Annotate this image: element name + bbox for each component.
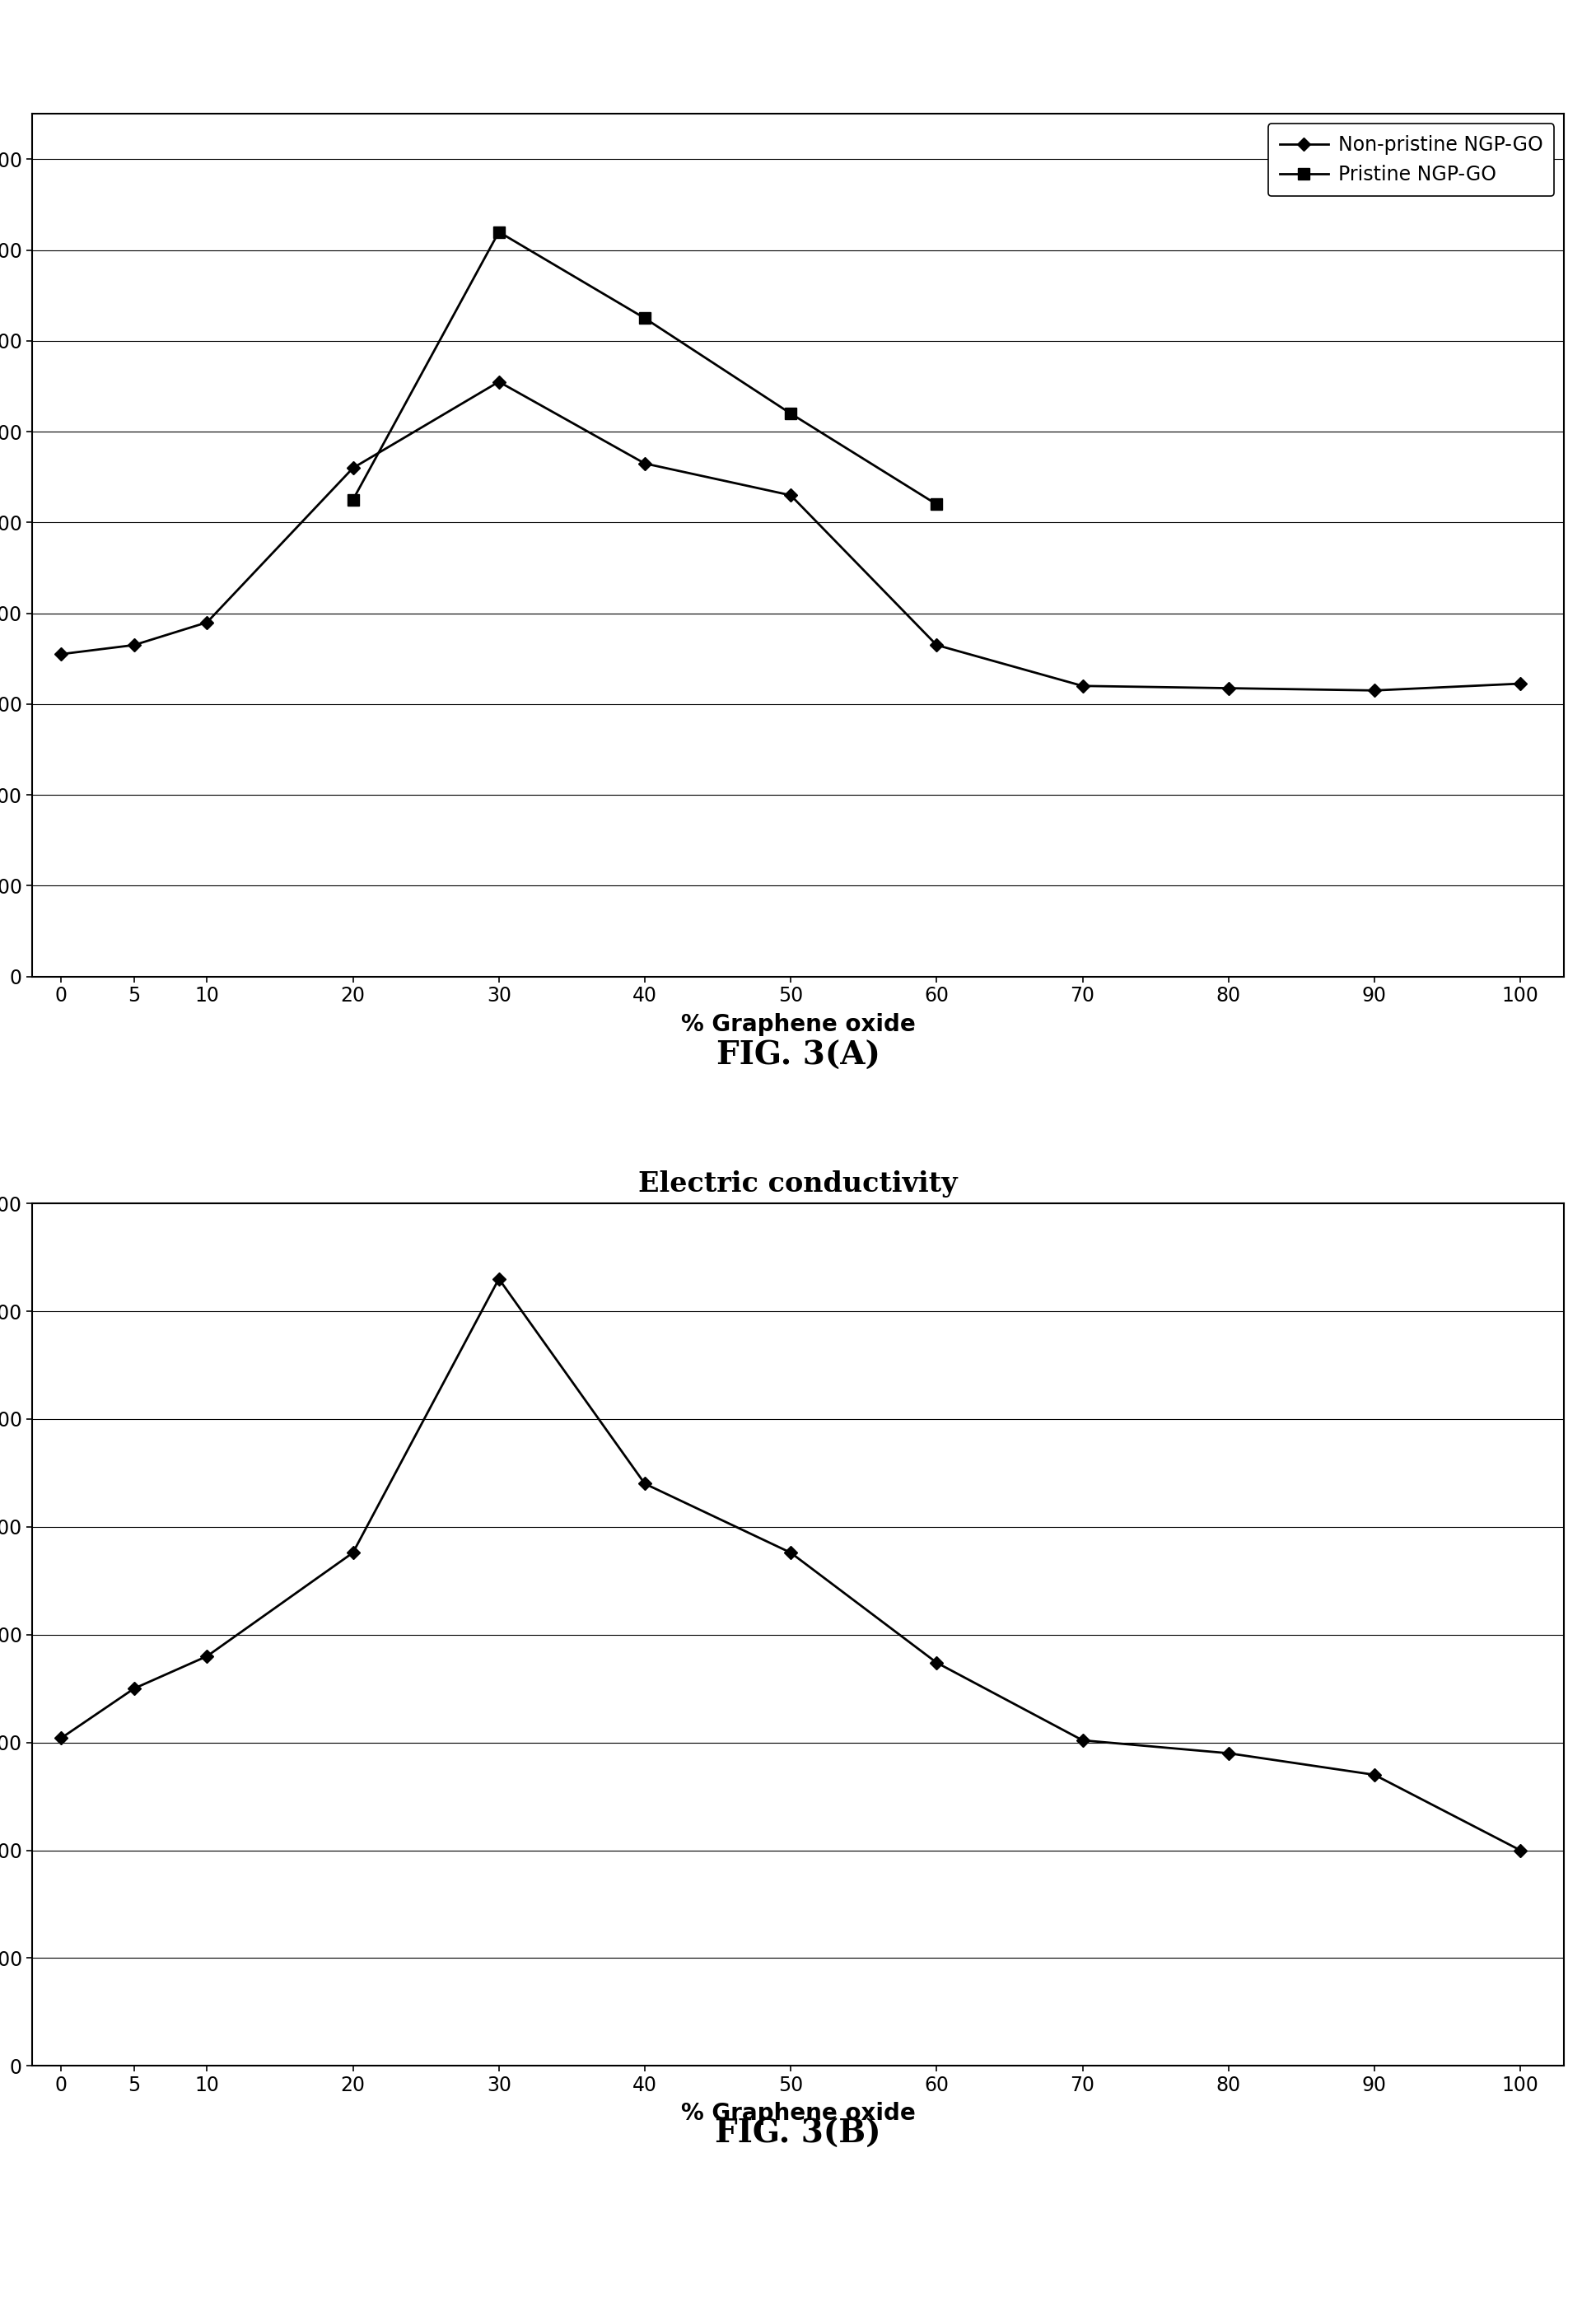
Non-pristine NGP-GO: [51, 639, 70, 667]
Pristine NGP-GO: [490, 218, 509, 245]
Line: Non-pristine NGP-GO: Non-pristine NGP-GO: [56, 378, 1524, 695]
Text: FIG. 3(A): FIG. 3(A): [717, 1040, 879, 1072]
Non-pristine NGP-GO: [1219, 674, 1238, 702]
Non-pristine NGP-GO: [635, 449, 654, 477]
Text: FIG. 3(B): FIG. 3(B): [715, 2119, 881, 2149]
Pristine NGP-GO: [927, 491, 946, 519]
Pristine NGP-GO: [635, 303, 654, 331]
Non-pristine NGP-GO: [490, 368, 509, 396]
Non-pristine NGP-GO: [927, 632, 946, 660]
Non-pristine NGP-GO: [1365, 676, 1384, 704]
Non-pristine NGP-GO: [124, 632, 144, 660]
Non-pristine NGP-GO: [1511, 669, 1531, 697]
Non-pristine NGP-GO: [1073, 672, 1092, 699]
Non-pristine NGP-GO: [780, 482, 800, 510]
Pristine NGP-GO: [343, 486, 362, 514]
Line: Pristine NGP-GO: Pristine NGP-GO: [348, 227, 942, 510]
X-axis label: % Graphene oxide: % Graphene oxide: [681, 2103, 915, 2126]
X-axis label: % Graphene oxide: % Graphene oxide: [681, 1012, 915, 1035]
Legend: Non-pristine NGP-GO, Pristine NGP-GO: Non-pristine NGP-GO, Pristine NGP-GO: [1267, 123, 1555, 197]
Non-pristine NGP-GO: [343, 454, 362, 482]
Title: Electric conductivity: Electric conductivity: [638, 1170, 958, 1197]
Non-pristine NGP-GO: [198, 609, 217, 637]
Pristine NGP-GO: [780, 401, 800, 428]
